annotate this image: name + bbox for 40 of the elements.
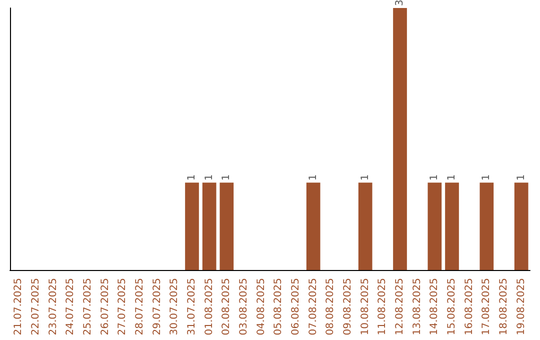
data-label: 1: [516, 174, 527, 181]
x-tick-label: 09.08.2025: [342, 278, 354, 336]
x-tick-label: 15.08.2025: [446, 278, 458, 336]
data-label: 1: [186, 174, 198, 181]
x-tick-label: 16.08.2025: [464, 278, 475, 336]
x-tick-label: 13.08.2025: [412, 278, 423, 336]
data-label: 1: [204, 174, 215, 181]
data-label: 3: [394, 0, 406, 6]
x-tick-label: 26.07.2025: [100, 278, 111, 336]
x-tick-label: 01.08.2025: [204, 278, 215, 336]
x-tick-label: 21.07.2025: [13, 278, 24, 336]
data-label: 1: [308, 174, 319, 181]
x-tick-label: 14.08.2025: [429, 278, 440, 336]
x-tick-label: 12.08.2025: [394, 278, 406, 336]
x-tick-label: 28.07.2025: [134, 278, 146, 336]
data-label: 1: [446, 174, 458, 181]
x-tick-label: 18.08.2025: [498, 278, 510, 336]
x-tick-label: 10.08.2025: [360, 278, 371, 336]
x-tick-label: 22.07.2025: [30, 278, 42, 336]
data-label: 1: [360, 174, 371, 181]
x-tick-label: 11.08.2025: [377, 278, 388, 336]
x-tick-label: 03.08.2025: [238, 278, 250, 336]
x-tick-label: 31.07.2025: [186, 278, 198, 336]
data-label: 1: [429, 174, 440, 181]
x-tick-label: 08.08.2025: [325, 278, 336, 336]
data-label: 1: [481, 174, 492, 181]
x-tick-label: 30.07.2025: [169, 278, 180, 336]
x-tick-label: 02.08.2025: [221, 278, 232, 336]
x-tick-label: 27.07.2025: [117, 278, 128, 336]
x-tick-label: 23.07.2025: [48, 278, 59, 336]
x-tick-label: 24.07.2025: [65, 278, 76, 336]
x-tick-label: 04.08.2025: [256, 278, 267, 336]
x-tick-label: 17.08.2025: [481, 278, 492, 336]
x-tick-label: 07.08.2025: [308, 278, 319, 336]
x-tick-label: 06.08.2025: [290, 278, 302, 336]
x-tick-label: 05.08.2025: [273, 278, 284, 336]
data-label: 1: [221, 174, 232, 181]
x-tick-label: 29.07.2025: [152, 278, 163, 336]
x-tick-label: 19.08.2025: [516, 278, 527, 336]
x-tick-label: 25.07.2025: [82, 278, 94, 336]
